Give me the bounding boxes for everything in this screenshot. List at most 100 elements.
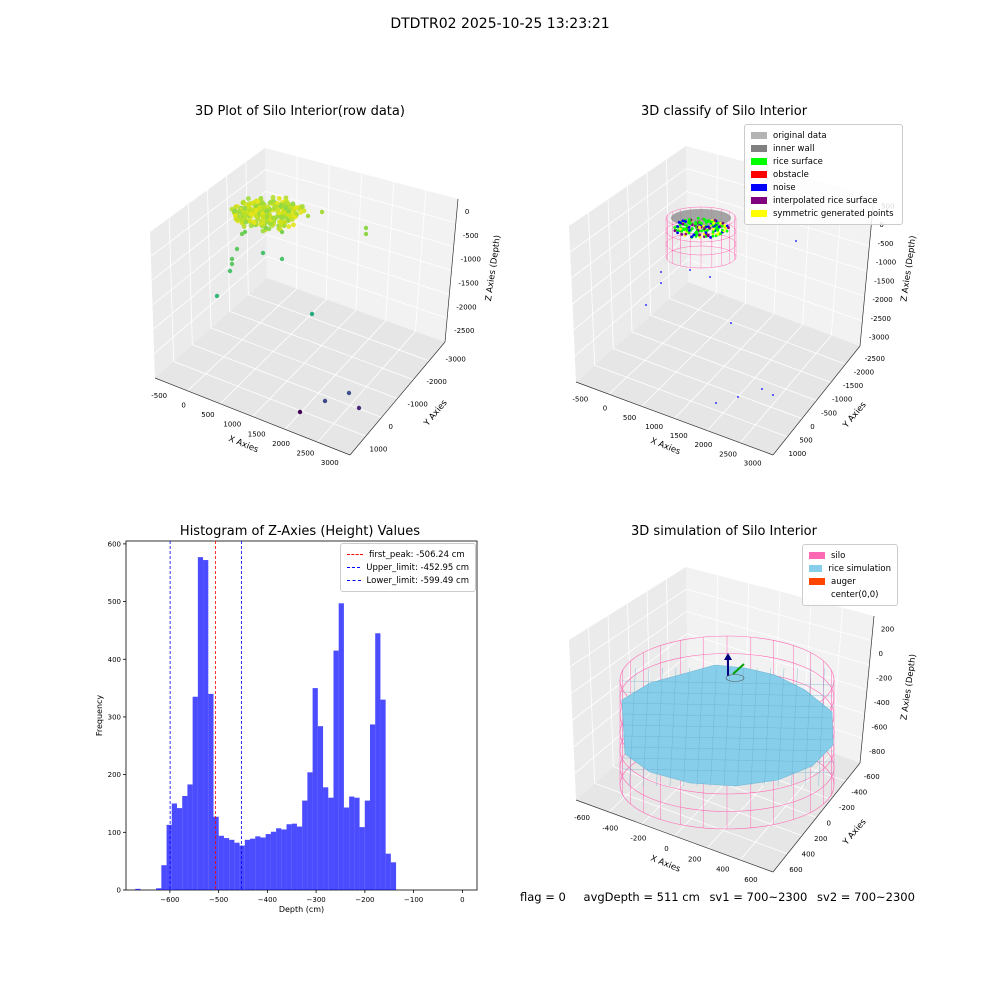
panel4-y-tick-label: -600 — [864, 773, 880, 781]
panel1-point — [229, 261, 235, 267]
panel1-point — [290, 201, 296, 207]
panel2-point — [723, 224, 726, 227]
panel1-z-tick-label: -2500 — [454, 327, 474, 335]
histogram-bar — [255, 836, 261, 890]
panel2-point — [682, 227, 686, 231]
panel2-point — [694, 222, 697, 226]
panel1-point — [265, 204, 271, 210]
panel1-point — [258, 195, 264, 201]
histogram-legend-swatch — [347, 580, 361, 581]
panel1-z-tick-label: -2000 — [456, 303, 476, 311]
panel2-point — [700, 229, 703, 233]
panel4-mesh-line — [750, 667, 758, 787]
panel2-point — [715, 225, 719, 228]
histogram-bar — [135, 888, 141, 890]
panel1-y-tick-label: -1000 — [408, 401, 428, 409]
panel2-point — [711, 227, 715, 231]
panel1-point — [257, 204, 263, 210]
panel2-point — [684, 227, 688, 231]
panel2-x-tick-label: -500 — [572, 396, 588, 404]
panel2-point — [713, 218, 717, 222]
histogram-y-tick-label: 500 — [108, 598, 121, 606]
panel4-mesh-line — [818, 667, 825, 787]
panel4-x-tick-label: 0 — [664, 845, 668, 853]
histogram-legend-entry: first_peak: -506.24 cm — [347, 548, 469, 561]
panel1-point — [214, 293, 220, 299]
histogram-bar — [385, 853, 391, 890]
histogram-bar — [260, 837, 266, 890]
panel4-mesh-line — [696, 667, 704, 787]
panel4-mesh-line — [683, 667, 690, 787]
histogram-bar — [176, 808, 183, 890]
panel2-point — [690, 227, 694, 230]
panel4-legend-entry: auger — [809, 575, 891, 588]
panel2-point — [676, 225, 680, 228]
status-line: flag = 0 avgDepth = 511 cm sv1 = 700~230… — [520, 890, 921, 904]
panel2-legend-entry: rice surface — [751, 155, 896, 168]
panel1-x-axis — [154, 377, 351, 456]
panel4-mesh-line — [621, 746, 835, 752]
panel4-y-axis — [772, 762, 861, 873]
panel4-y-tick-label: -400 — [851, 788, 867, 796]
panel2-point — [725, 229, 729, 233]
panel4-mesh-line — [621, 757, 835, 763]
panel2-noise-point — [645, 304, 647, 306]
histogram-bar — [213, 816, 219, 890]
panel1-x-tick-label: 3000 — [321, 459, 339, 467]
panel4-gridline — [569, 588, 687, 667]
histogram-bar — [276, 828, 282, 890]
panel2-legend: original data inner wall rice surface obsta… — [744, 124, 903, 225]
panel4-y-tick-label: 0 — [827, 820, 831, 828]
panel1-x-tick-label: 2000 — [272, 440, 290, 448]
panel4-z-axis-label: Z Axies (Depth) — [899, 654, 918, 721]
panel2-legend-swatch — [751, 197, 767, 204]
panel2-legend-entry: symmetric generated points — [751, 207, 896, 220]
panel2-y-tick-label: 1000 — [788, 450, 806, 458]
panel2-point — [673, 229, 677, 232]
panel2-noise-point — [709, 276, 711, 278]
panel4-y-axis-label: Y Axies — [841, 817, 869, 848]
panel1-point — [305, 213, 311, 219]
panel1-point — [298, 210, 304, 215]
panel1-point — [268, 199, 274, 205]
panel1-point — [229, 256, 235, 262]
panel1-point — [281, 214, 287, 220]
histogram-x-tick-label: −100 — [404, 896, 423, 904]
histogram-bar — [375, 633, 381, 890]
panel1-z-tick-label: -1500 — [458, 279, 478, 287]
panel2-point — [708, 220, 712, 224]
histogram-bar — [171, 803, 177, 890]
panel2-point — [702, 217, 706, 221]
panel1-y-axis — [349, 341, 446, 456]
histogram-legend: first_peak: -506.24 cm Upper_limit: -452.… — [340, 543, 476, 592]
histogram-bar — [166, 824, 172, 890]
panel2-point — [677, 220, 681, 224]
panel1-point — [291, 222, 296, 228]
panel1-point — [263, 225, 269, 231]
figure-title: DTDTR02 2025-10-25 13:23:21 — [390, 16, 610, 32]
panel1-point — [233, 216, 239, 222]
panel2-z-tick-label: -2500 — [871, 315, 891, 323]
panel4-auger-arrow — [724, 653, 732, 660]
panel2-point — [684, 220, 687, 223]
panel1-point — [297, 409, 303, 415]
panel2-point — [698, 220, 701, 224]
panel2-point — [716, 232, 719, 236]
panel4-y-tick-label: 600 — [789, 866, 802, 874]
histogram-bar — [354, 797, 360, 890]
histogram-bar — [333, 650, 339, 890]
panel2-y-axis-label: Y Axies — [841, 400, 869, 431]
panel4-mesh-line — [621, 735, 835, 741]
panel2-point — [712, 221, 715, 225]
panel2-point — [694, 235, 698, 238]
histogram-bar — [197, 557, 204, 890]
panel1-point — [276, 226, 282, 231]
histogram-x-axis-label: Depth (cm) — [279, 905, 324, 914]
histogram-y-tick-label: 400 — [108, 656, 121, 664]
panel2-z-tick-label: -1000 — [876, 259, 896, 267]
panel4-legend-label: silo — [831, 550, 846, 561]
histogram-x-tick-label: 0 — [460, 896, 464, 904]
panel2-y-axis — [772, 345, 861, 456]
panel1-point — [240, 199, 246, 205]
panel1-z-axis-label: Z Axies (Depth) — [484, 235, 503, 302]
